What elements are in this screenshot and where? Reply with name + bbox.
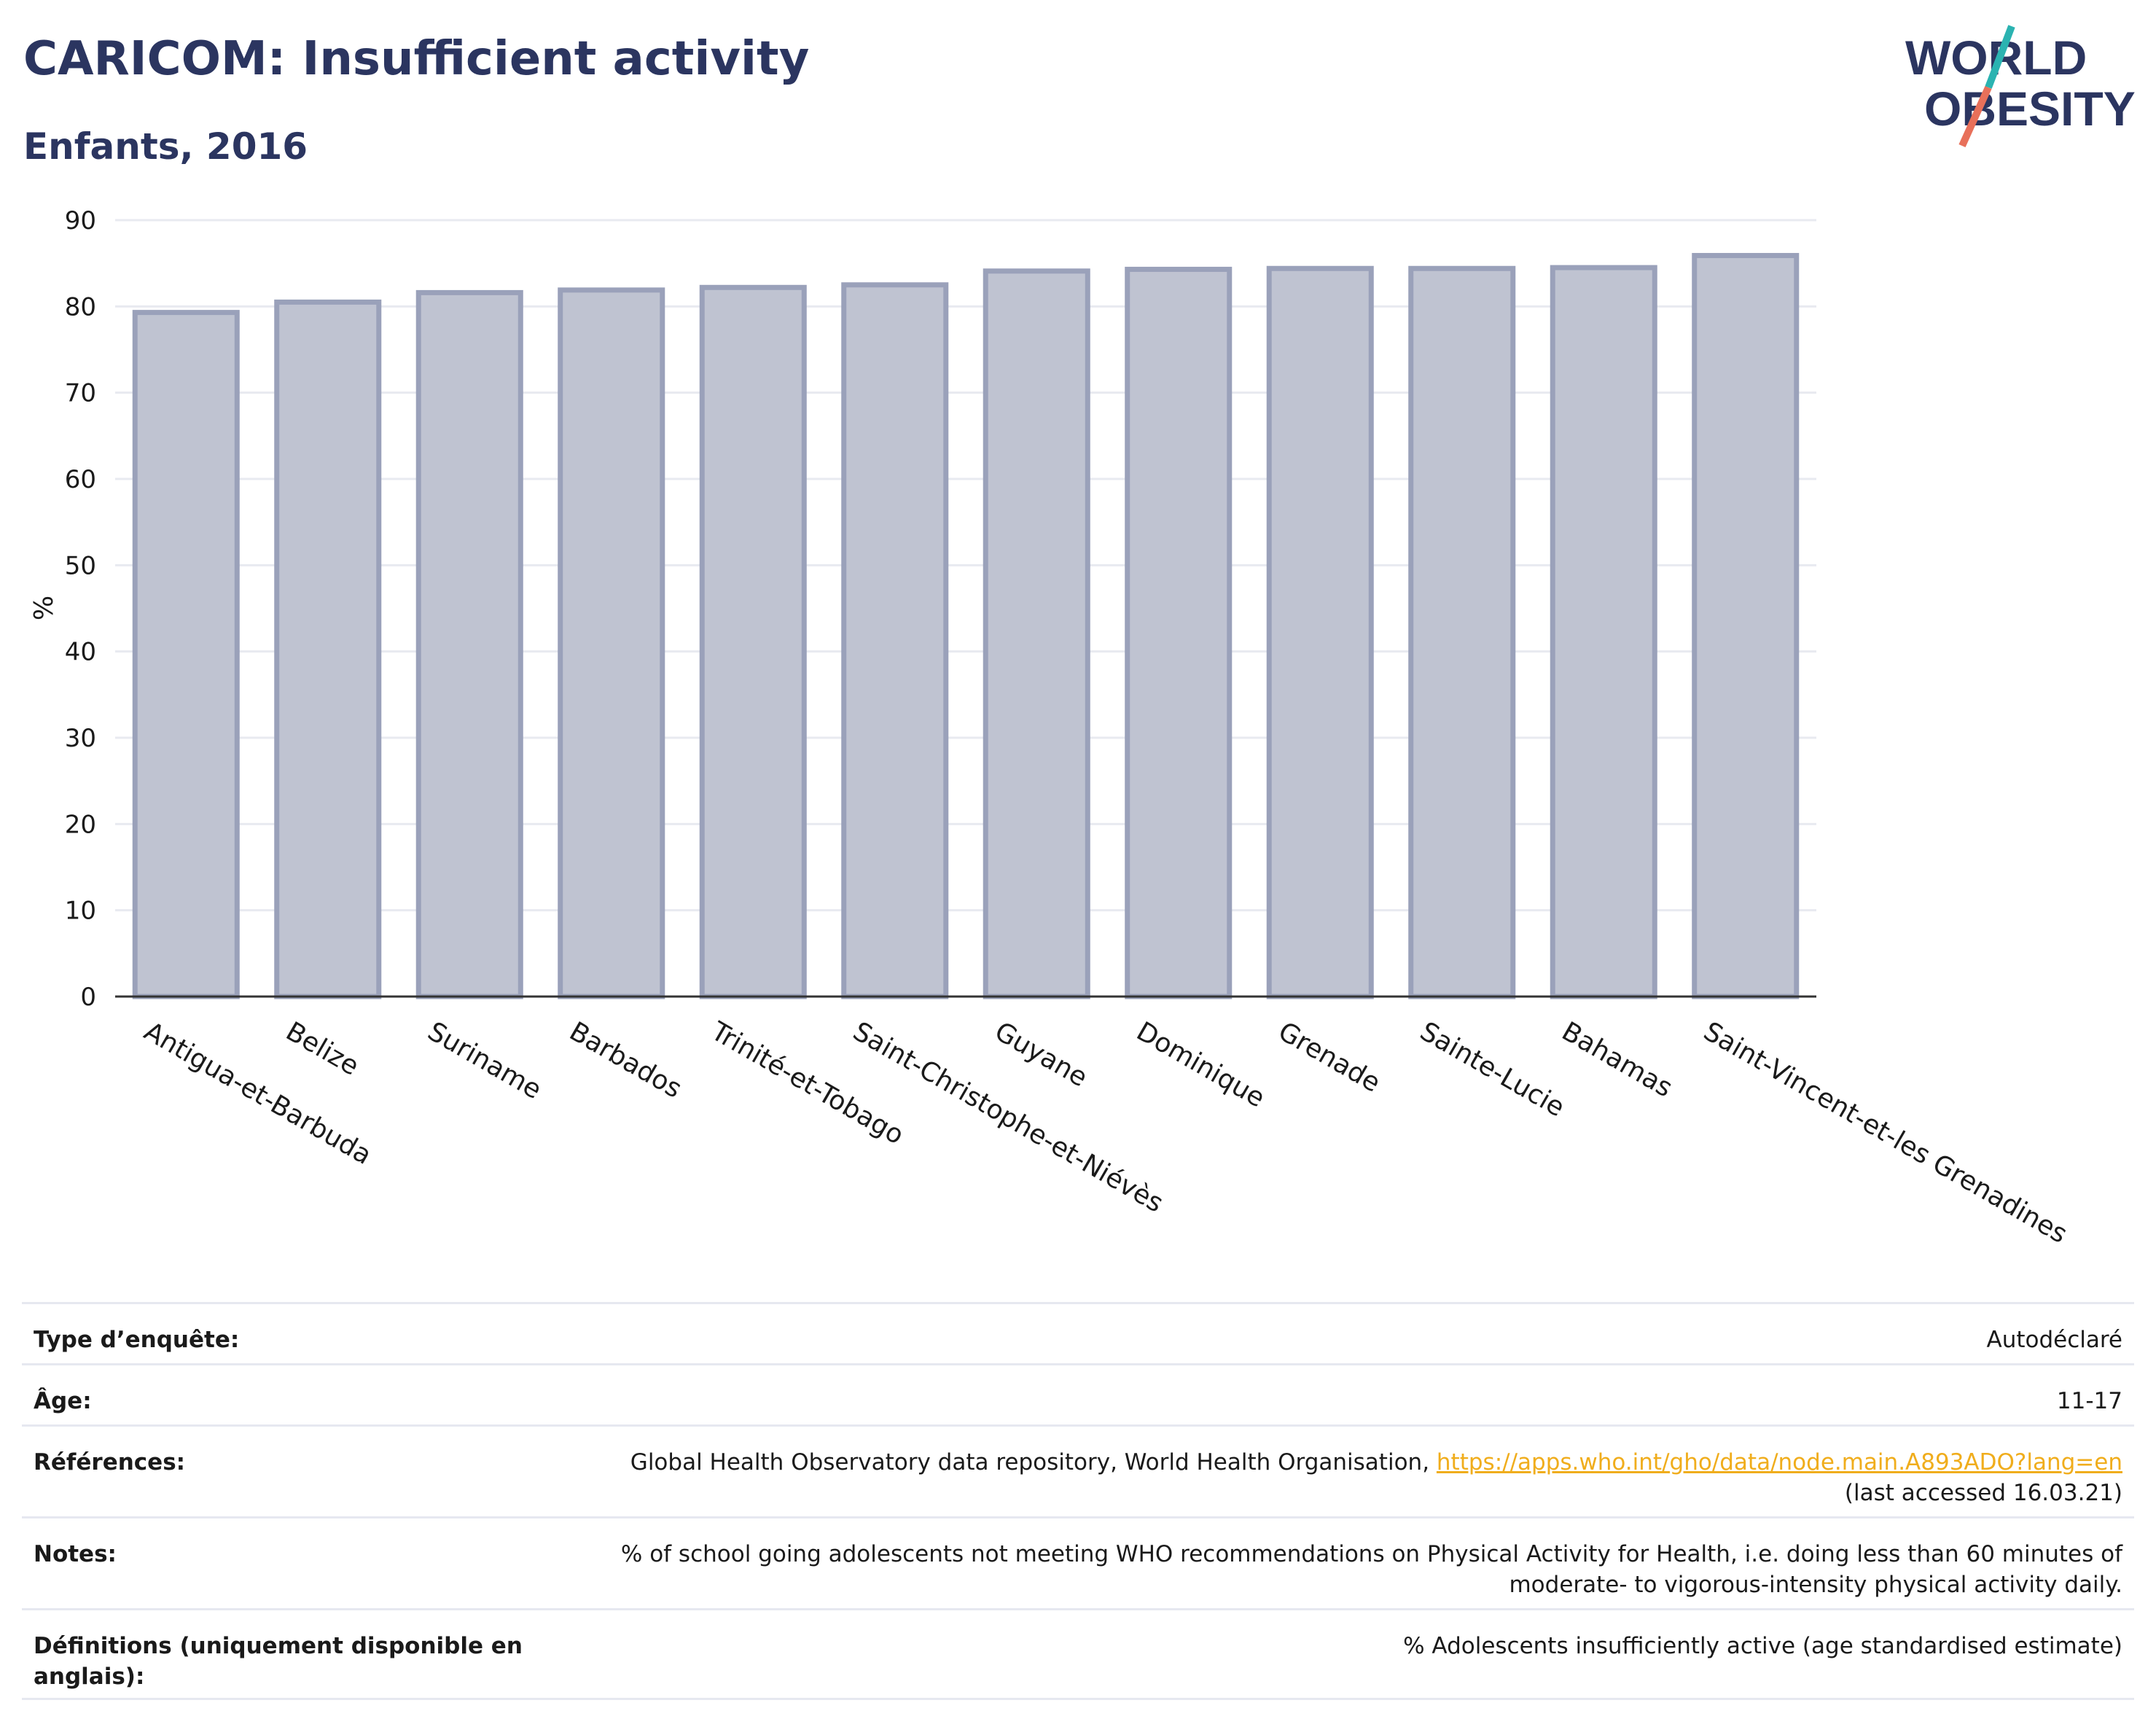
notes-line-1: % of school going adolescents not meetin…	[620, 1541, 2122, 1567]
bar	[415, 289, 523, 999]
x-tick-label: Suriname	[423, 1016, 547, 1105]
x-tick-label: Grenade	[1273, 1016, 1386, 1098]
x-tick-label: Barbados	[564, 1016, 687, 1104]
y-tick-label: 60	[65, 465, 96, 494]
y-tick-label: 70	[65, 379, 96, 408]
x-tick-label: Guyane	[990, 1016, 1093, 1093]
y-tick-label: 80	[65, 292, 96, 321]
bar	[1125, 266, 1233, 999]
bar	[1266, 265, 1374, 999]
y-tick-label: 90	[65, 206, 96, 235]
chart-title: CARICOM: Insufficient activity	[23, 32, 810, 86]
x-tick-label: Dominique	[1131, 1016, 1270, 1113]
bar	[132, 310, 240, 999]
y-tick-label: 40	[65, 638, 96, 667]
logo-word-obesity: OBESITY	[1924, 82, 2136, 136]
y-tick-label: 50	[65, 551, 96, 580]
info-value: % of school going adolescents not meetin…	[621, 1539, 2122, 1600]
info-value: Autodéclaré	[1986, 1327, 2122, 1353]
info-row-references: Références: Global Health Observatory da…	[22, 1424, 2134, 1516]
info-value: 11-17	[2056, 1388, 2122, 1414]
y-tick-label: 30	[65, 724, 96, 753]
x-tick-label: Bahamas	[1557, 1016, 1678, 1103]
info-label: Définitions (uniquement disponible en an…	[34, 1633, 523, 1690]
info-label: Références:	[34, 1449, 186, 1475]
bar	[1550, 265, 1657, 999]
y-tick-label: 0	[80, 983, 96, 1012]
logo-slash-top	[1985, 25, 2015, 89]
chart-subtitle: Enfants, 2016	[23, 125, 308, 168]
info-row-notes: Notes: % of school going adolescents not…	[22, 1516, 2134, 1608]
x-tick-label: Belize	[281, 1016, 364, 1081]
info-row-age: Âge: 11-17	[22, 1363, 2134, 1424]
reference-source: Global Health Observatory data repositor…	[630, 1449, 1437, 1475]
x-tick-label: Saint-Vincent-et-les Grenadines	[1698, 1016, 2072, 1249]
info-label: Notes:	[34, 1541, 117, 1567]
notes-line-2: moderate- to vigorous-intensity physical…	[1509, 1572, 2122, 1598]
bar	[841, 282, 949, 999]
world-obesity-logo: WORLD OBESITY	[1905, 25, 2136, 148]
reference-accessed: (last accessed 16.03.21)	[1844, 1480, 2122, 1506]
bar	[274, 299, 382, 999]
reference-link[interactable]: https://apps.who.int/gho/data/node.main.…	[1436, 1449, 2122, 1475]
info-value: % Adolescents insufficiently active (age…	[1403, 1633, 2122, 1659]
bar	[1692, 253, 1800, 999]
info-row-definitions: Définitions (uniquement disponible en an…	[22, 1608, 2134, 1700]
info-value: Global Health Observatory data repositor…	[630, 1447, 2122, 1508]
x-tick-label: Antigua-et-Barbuda	[139, 1016, 377, 1171]
bar	[558, 287, 665, 999]
y-tick-label: 10	[65, 897, 96, 926]
y-axis-label: %	[29, 596, 59, 620]
bar	[699, 284, 807, 999]
bar-chart: 0 10 20 30 40 50 60 70 80 90% Antigua-et-BarbudaBe…	[29, 206, 2072, 1249]
bar	[1408, 265, 1516, 999]
info-label: Âge:	[34, 1388, 92, 1414]
logo-slash-bottom	[1958, 85, 1992, 148]
info-label: Type d’enquête:	[34, 1327, 240, 1353]
bar	[983, 268, 1090, 999]
info-row-survey-type: Type d’enquête: Autodéclaré	[22, 1302, 2134, 1363]
y-tick-label: 20	[65, 810, 96, 839]
x-tick-label: Sainte-Lucie	[1415, 1016, 1569, 1123]
info-table: Type d’enquête: Autodéclaré Âge: 11-17 R…	[22, 1302, 2134, 1700]
